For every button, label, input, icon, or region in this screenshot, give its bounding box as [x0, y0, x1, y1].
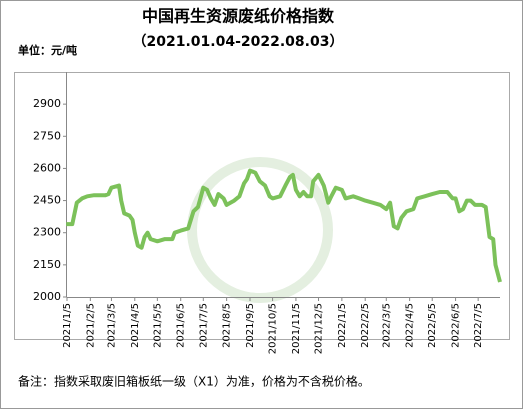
x-tick-label: 2021/7/5	[198, 303, 209, 348]
plot-frame	[14, 72, 510, 340]
line	[66, 168, 502, 283]
x-tick-label: 2022/2/5	[360, 303, 371, 348]
y-tick-label: 2900	[33, 97, 61, 110]
y-tick-label: 2300	[33, 226, 61, 239]
x-tick-label: 2022/4/5	[405, 303, 416, 348]
x-tick-label: 2021/3/5	[106, 303, 117, 348]
y-tick-label: 2150	[33, 258, 61, 271]
x-tick-label: 2021/9/5	[245, 303, 256, 348]
y-tick-label: 2750	[33, 129, 61, 142]
x-tick-label: 2021/6/5	[176, 303, 187, 348]
chart-subtitle: （2021.01.04-2022.08.03）	[133, 34, 344, 50]
x-tick-label: 2022/7/5	[473, 303, 484, 348]
y-tick-label: 2000	[33, 290, 61, 303]
x-tick-label: 2022/6/5	[451, 303, 462, 348]
x-tick-label: 2021/8/5	[222, 303, 233, 348]
x-tick-label: 2021/10/5	[268, 303, 279, 354]
x-tick-label: 2021/2/5	[85, 303, 96, 348]
x-tick-label: 2022/5/5	[427, 303, 438, 348]
unit-label: 单位：元/吨	[18, 43, 77, 57]
x-tick-label: 2021/12/5	[314, 303, 325, 354]
y-tick-label: 2600	[33, 161, 61, 174]
x-tick-label: 2022/3/5	[381, 303, 392, 348]
x-tick-label: 2021/5/5	[152, 303, 163, 348]
x-tick-label: 2021/1/5	[62, 303, 73, 348]
chart-title: 中国再生资源废纸价格指数	[142, 7, 335, 26]
note: 备注：指数采取废旧箱板纸一级（X1）为准，价格为不含税价格。	[18, 374, 370, 389]
x-tick-label: 2021/11/5	[291, 303, 302, 354]
y-tick-label: 2450	[33, 194, 61, 207]
x-tick-label: 2022/1/5	[337, 303, 348, 348]
x-tick-label: 2021/4/5	[130, 303, 141, 348]
